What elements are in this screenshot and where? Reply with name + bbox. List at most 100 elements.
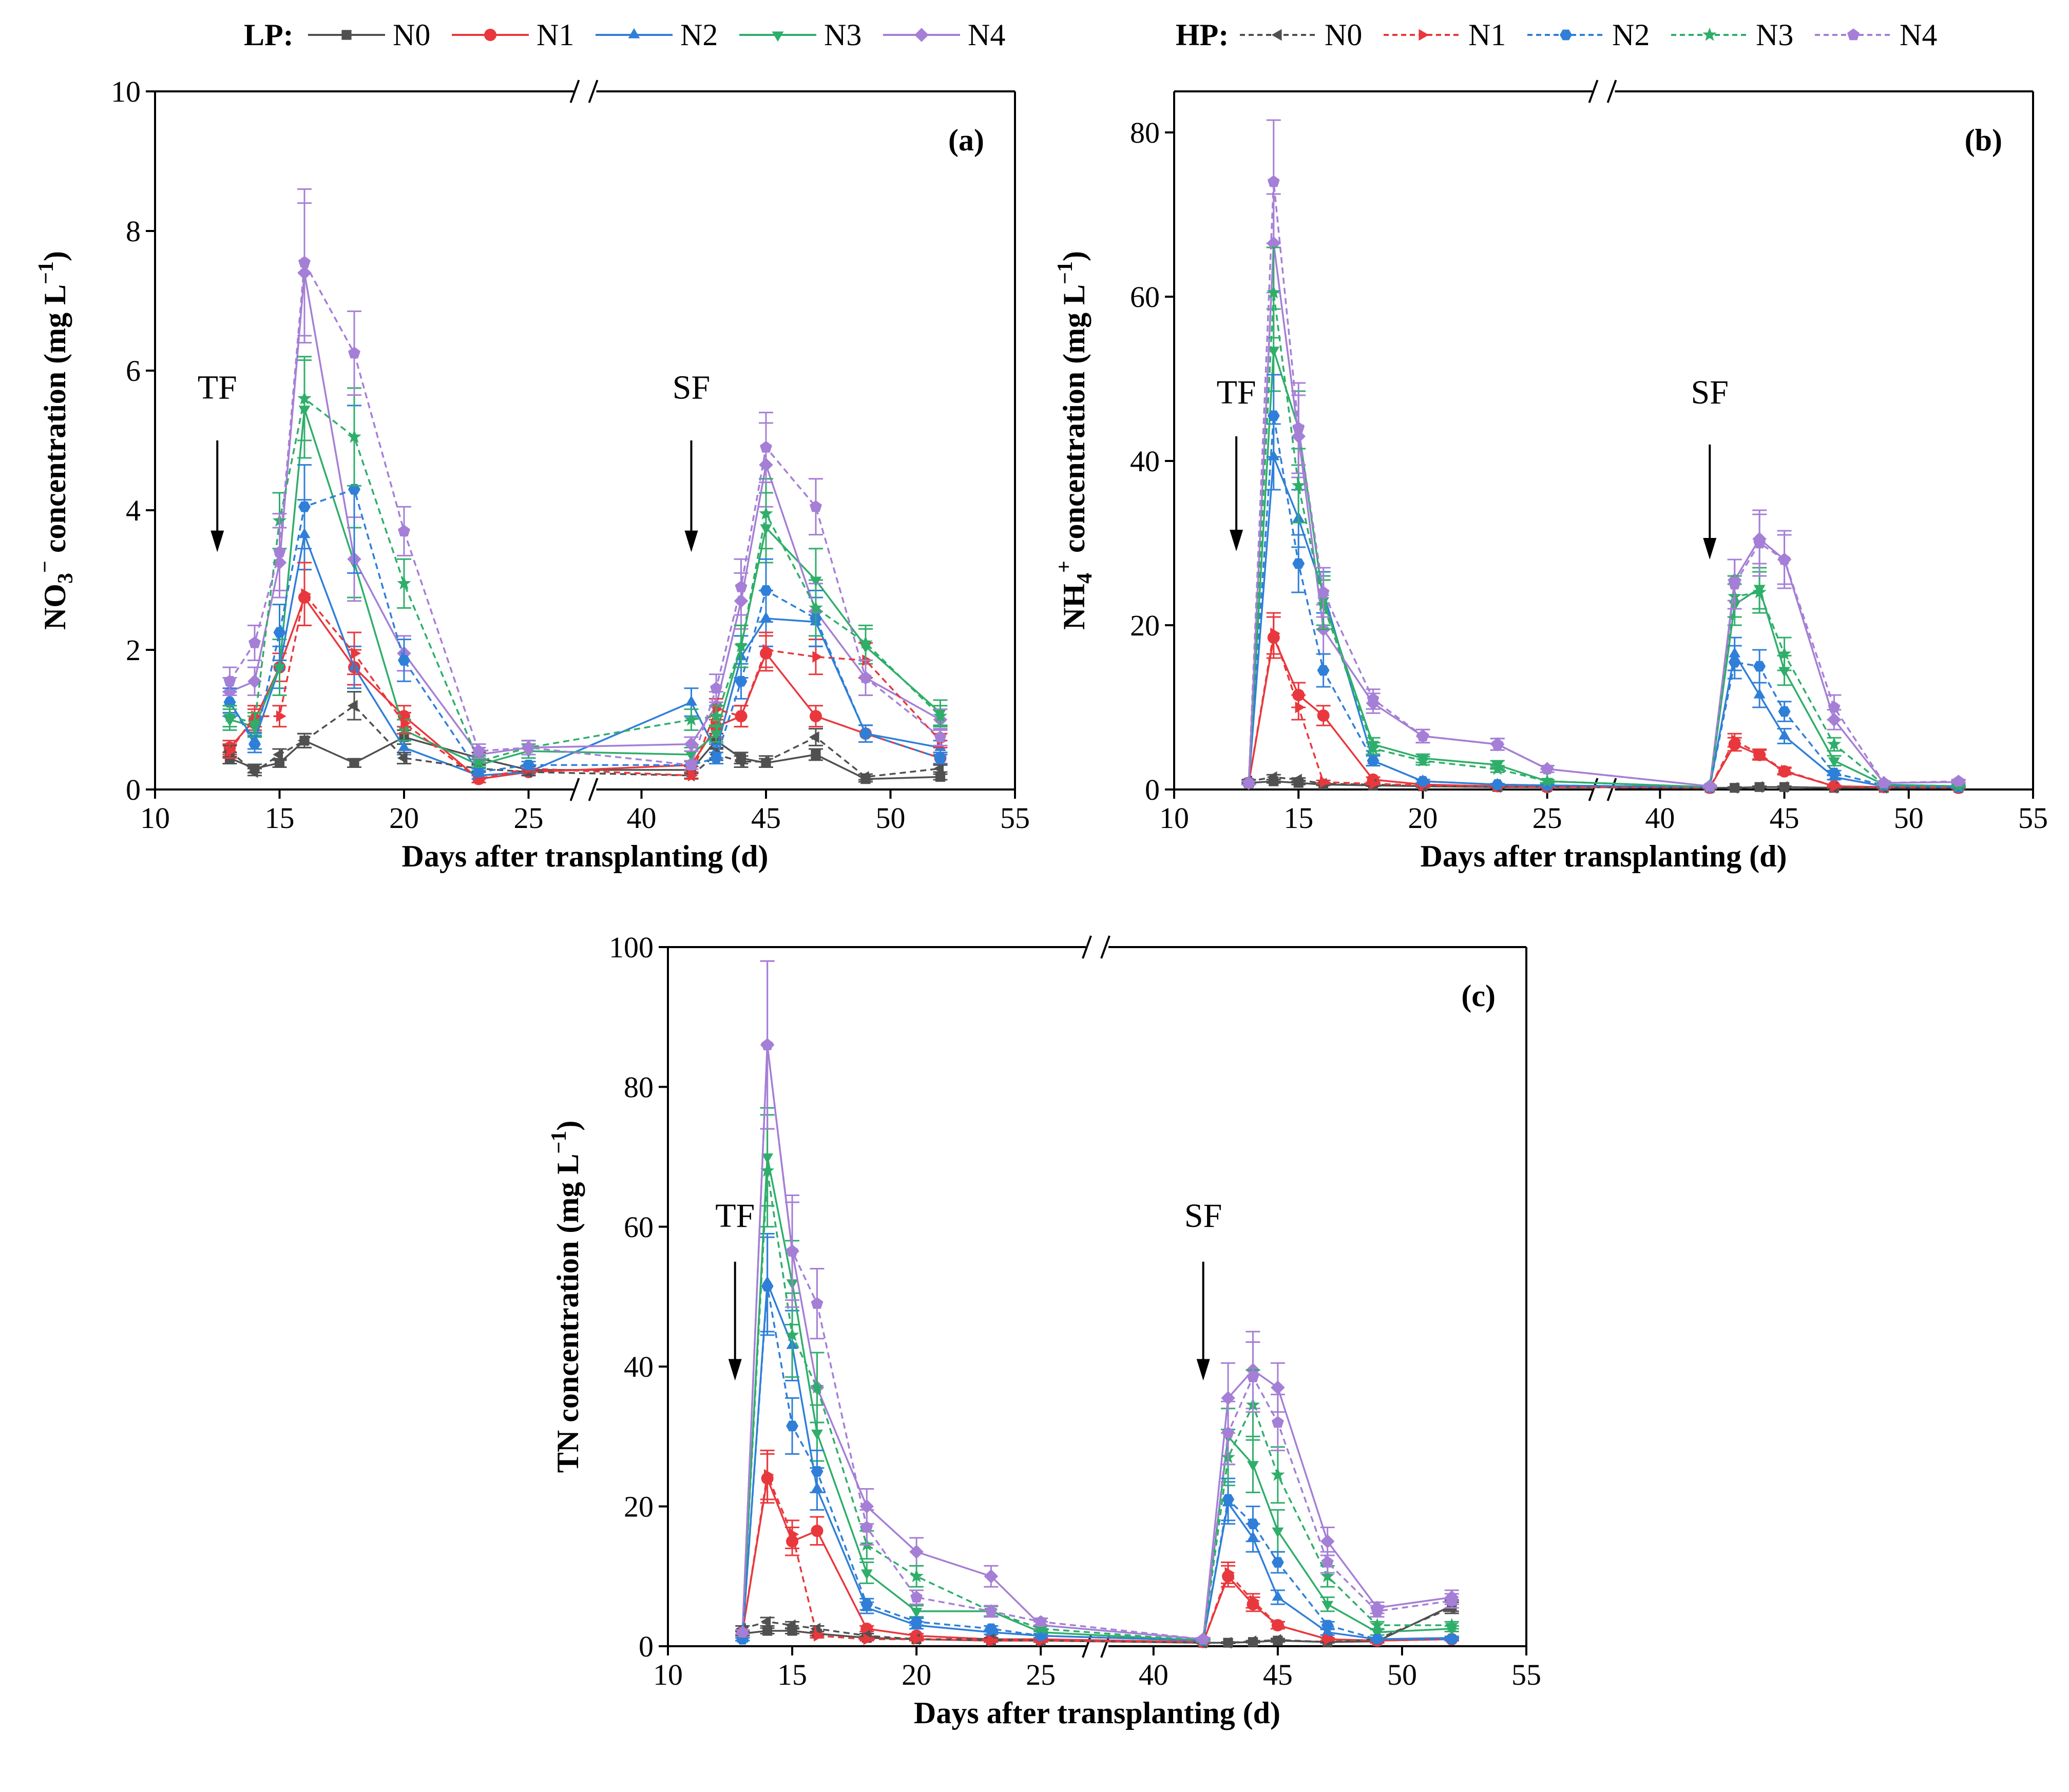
series-line bbox=[1248, 292, 1959, 788]
data-point bbox=[301, 588, 312, 600]
y-tick-label: 80 bbox=[1130, 116, 1160, 149]
data-point bbox=[858, 771, 869, 783]
y-tick-label: 60 bbox=[1130, 280, 1160, 314]
annotation-arrow-head bbox=[684, 530, 698, 552]
data-point bbox=[1367, 692, 1380, 705]
annotation-arrow-head bbox=[1196, 1359, 1210, 1381]
legend-marker bbox=[628, 28, 640, 38]
data-point bbox=[1828, 701, 1841, 713]
legend-label-n1: N1 bbox=[537, 18, 574, 52]
data-point bbox=[1224, 1567, 1235, 1579]
data-point bbox=[398, 741, 410, 751]
axes-frame: 0 2 4 6 8 10 10 15 20 25 40 45 50 55 bbox=[111, 75, 1030, 835]
y-tick-label: 6 bbox=[126, 354, 141, 388]
data-point bbox=[1317, 586, 1330, 598]
data-point bbox=[687, 769, 698, 782]
data-point bbox=[347, 429, 361, 443]
data-point bbox=[1320, 1569, 1335, 1583]
data-point bbox=[811, 1430, 823, 1440]
data-point bbox=[685, 695, 697, 706]
data-point bbox=[273, 546, 286, 557]
annotation-arrow-head bbox=[210, 530, 224, 552]
data-point bbox=[1540, 774, 1555, 787]
data-point bbox=[786, 1420, 799, 1432]
data-point bbox=[1274, 1619, 1285, 1631]
data-point bbox=[1445, 1634, 1458, 1645]
data-point bbox=[1781, 764, 1791, 777]
data-point bbox=[734, 756, 745, 767]
data-point bbox=[909, 1545, 924, 1559]
data-point bbox=[762, 1626, 773, 1636]
data-point bbox=[1320, 1534, 1335, 1549]
axis-break-mark bbox=[588, 778, 599, 801]
data-point bbox=[985, 1623, 998, 1634]
data-point bbox=[247, 674, 262, 688]
data-point bbox=[1371, 1605, 1384, 1617]
series-line bbox=[741, 1170, 1452, 1642]
panel-label: (a) bbox=[948, 123, 984, 157]
data-point bbox=[1034, 1615, 1047, 1627]
data-point bbox=[859, 671, 872, 683]
axis-break-mark bbox=[1606, 778, 1617, 801]
data-point bbox=[1778, 729, 1790, 740]
legend-hp-entry-n1: N1 bbox=[1384, 18, 1506, 52]
data-point bbox=[1267, 285, 1281, 299]
data-point bbox=[735, 581, 748, 592]
x-tick-label: 25 bbox=[1026, 1658, 1056, 1691]
x-tick-label: 40 bbox=[1645, 801, 1675, 835]
data-point bbox=[734, 639, 749, 652]
data-point bbox=[811, 1297, 823, 1309]
data-point bbox=[248, 636, 261, 648]
series-line bbox=[228, 488, 941, 773]
data-point bbox=[910, 1608, 923, 1618]
legend-label-n2: N2 bbox=[1612, 18, 1650, 52]
y-tick-label: 2 bbox=[126, 633, 141, 667]
legend-hp-entry-n4: N4 bbox=[1815, 18, 1937, 52]
series-hp-n4 bbox=[735, 960, 1459, 1645]
x-tick-label: 20 bbox=[389, 801, 419, 835]
legend-hp-entry-n3: N3 bbox=[1671, 18, 1793, 52]
data-point bbox=[860, 1520, 873, 1533]
data-point bbox=[1731, 734, 1741, 746]
data-point bbox=[762, 644, 773, 656]
annotation-arrow-head bbox=[1703, 538, 1717, 560]
data-point bbox=[247, 766, 258, 778]
data-point bbox=[859, 728, 872, 739]
data-point bbox=[1828, 757, 1840, 768]
legend-marker bbox=[1271, 29, 1282, 41]
legend-label-n4: N4 bbox=[968, 18, 1005, 52]
legend-marker bbox=[772, 31, 784, 42]
data-point bbox=[1247, 1371, 1259, 1382]
data-point bbox=[1317, 709, 1330, 722]
data-point bbox=[397, 752, 408, 764]
panel-label: (b) bbox=[1965, 123, 2002, 157]
data-point bbox=[710, 730, 722, 741]
legend-hp-entry-n0: N0 bbox=[1240, 18, 1362, 52]
y-tick-label: 0 bbox=[1145, 773, 1160, 806]
data-point bbox=[760, 441, 772, 453]
data-point bbox=[347, 700, 358, 712]
data-point bbox=[813, 1630, 824, 1642]
data-point bbox=[1242, 776, 1255, 788]
data-point bbox=[223, 675, 236, 687]
series-lp-n3 bbox=[735, 1107, 1459, 1648]
data-point bbox=[1728, 782, 1738, 794]
series-hp-n3 bbox=[735, 1114, 1459, 1647]
x-tick-label: 45 bbox=[751, 801, 781, 835]
data-point bbox=[348, 346, 360, 359]
series-hp-n1 bbox=[1241, 612, 1966, 794]
series-line bbox=[1248, 350, 1959, 788]
series-line bbox=[229, 592, 941, 780]
data-point bbox=[860, 1598, 873, 1610]
data-point bbox=[1272, 1590, 1284, 1601]
data-point bbox=[1295, 701, 1306, 714]
data-point bbox=[1271, 1467, 1285, 1481]
series-line bbox=[1248, 243, 1959, 787]
x-tick-label: 40 bbox=[627, 801, 657, 835]
legend-lp-title: LP: bbox=[244, 18, 294, 52]
data-point bbox=[1272, 1527, 1284, 1538]
data-point bbox=[1271, 1634, 1281, 1646]
data-point bbox=[222, 708, 237, 722]
data-point bbox=[1703, 780, 1716, 792]
data-point bbox=[298, 256, 311, 268]
